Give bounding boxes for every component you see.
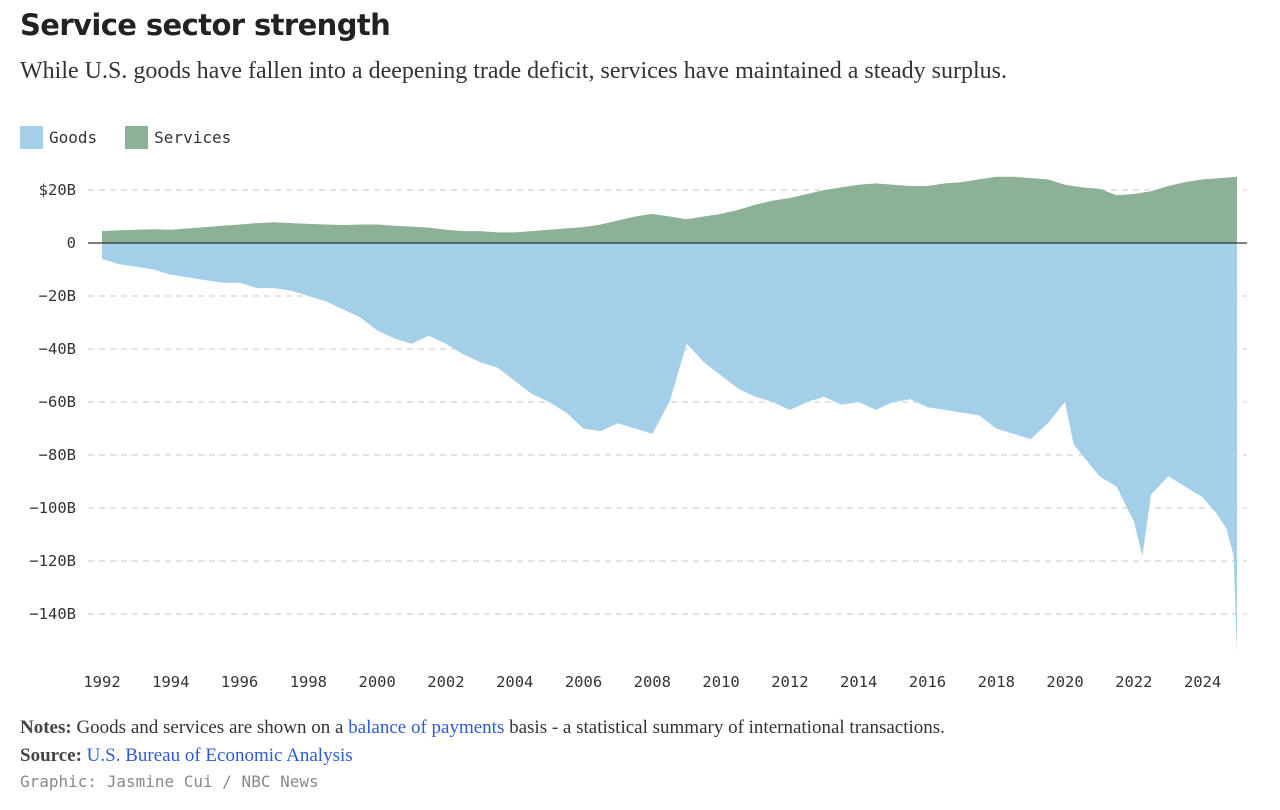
x-tick-label-2012: 2012	[771, 673, 808, 691]
x-tick-label-1992: 1992	[83, 673, 120, 691]
goods-area	[102, 243, 1237, 654]
chart-title: Service sector strength	[20, 8, 391, 42]
chart-area: $20B 0 −20B −40B −60B −80B −100B −120B −140B 1992…	[29, 176, 1247, 691]
y-tick-label-6: −100B	[29, 499, 76, 517]
legend: Goods Services	[20, 126, 259, 149]
chart-subtitle: While U.S. goods have fallen into a deep…	[20, 58, 1008, 84]
bea-source-link[interactable]: U.S. Bureau of Economic Analysis	[86, 745, 353, 766]
x-tick-label-2022: 2022	[1115, 673, 1152, 691]
notes-text-2: basis - a statistical summary of interna…	[504, 717, 945, 738]
legend-swatch-goods	[20, 126, 43, 149]
area-layer	[102, 176, 1237, 654]
x-tick-label-1994: 1994	[152, 673, 189, 691]
y-tick-label-4: −60B	[39, 393, 76, 411]
legend-item-services: Services	[125, 126, 231, 149]
graphic-credit: Graphic: Jasmine Cui / NBC News	[20, 772, 319, 791]
balance-of-payments-link[interactable]: balance of payments	[348, 717, 505, 738]
x-tick-label-2010: 2010	[702, 673, 739, 691]
source-line: Source: U.S. Bureau of Economic Analysis	[20, 742, 945, 770]
notes-block: Notes: Goods and services are shown on a…	[20, 714, 945, 770]
legend-item-goods: Goods	[20, 126, 97, 149]
y-tick-label-0: $20B	[39, 181, 76, 199]
x-tick-label-2002: 2002	[427, 673, 464, 691]
x-tick-label-2004: 2004	[496, 673, 533, 691]
y-tick-label-2: −20B	[39, 287, 76, 305]
y-tick-label-8: −140B	[29, 605, 76, 623]
notes-line: Notes: Goods and services are shown on a…	[20, 714, 945, 742]
notes-text-1: Goods and services are shown on a	[71, 717, 349, 738]
x-tick-label-2018: 2018	[978, 673, 1015, 691]
source-label: Source:	[20, 745, 82, 766]
x-tick-label-2000: 2000	[358, 673, 395, 691]
y-tick-label-5: −80B	[39, 446, 76, 464]
x-tick-label-1998: 1998	[290, 673, 327, 691]
y-tick-label-1: 0	[67, 234, 76, 252]
notes-label: Notes:	[20, 717, 72, 738]
y-tick-label-7: −120B	[29, 552, 76, 570]
x-tick-label-1996: 1996	[221, 673, 258, 691]
legend-label-services: Services	[154, 128, 232, 147]
x-tick-label-2008: 2008	[634, 673, 671, 691]
x-tick-label-2006: 2006	[565, 673, 602, 691]
axis-layer: $20B 0 −20B −40B −60B −80B −100B −120B −140B 1992…	[29, 181, 1247, 691]
x-tick-label-2014: 2014	[840, 673, 877, 691]
legend-label-goods: Goods	[49, 128, 98, 147]
x-tick-label-2016: 2016	[909, 673, 946, 691]
services-area	[102, 176, 1237, 243]
x-tick-label-2020: 2020	[1046, 673, 1083, 691]
legend-swatch-services	[125, 126, 149, 149]
x-tick-label-2024: 2024	[1184, 673, 1221, 691]
y-tick-label-3: −40B	[39, 340, 76, 358]
